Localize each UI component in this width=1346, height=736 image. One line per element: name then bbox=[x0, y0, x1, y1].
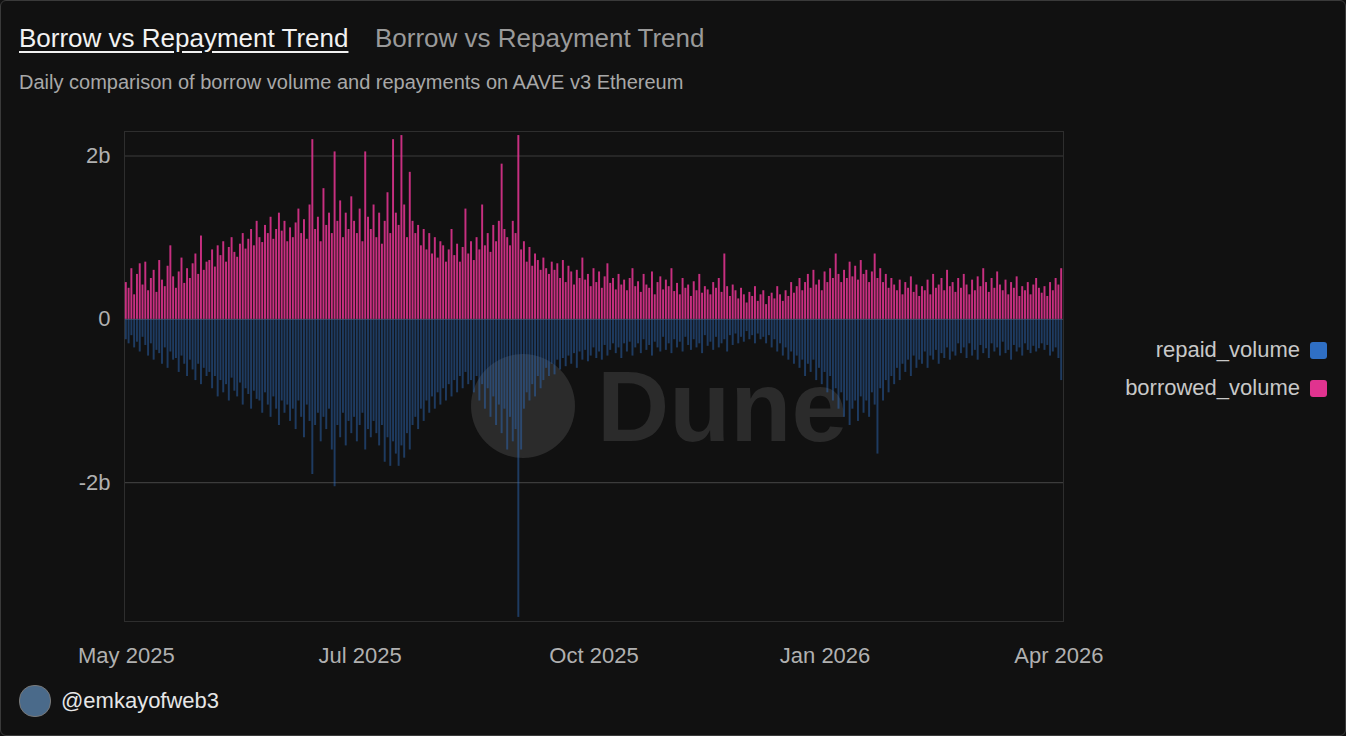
svg-text:0: 0 bbox=[98, 306, 110, 331]
html-text:repaid_volume: repaid_volume bbox=[1155, 337, 1300, 362]
svg-text:-2b: -2b bbox=[79, 470, 111, 495]
html-text:Borrow vs Repayment Trend: Borrow vs Repayment Trend bbox=[19, 23, 349, 53]
svg-text:Jan 2026: Jan 2026 bbox=[780, 643, 871, 668]
svg-text:Oct 2025: Oct 2025 bbox=[549, 643, 638, 668]
html-text:Dune: Dune bbox=[597, 349, 847, 462]
html-text:Borrow vs Repayment Trend: Borrow vs Repayment Trend bbox=[375, 23, 705, 53]
svg-text:Jul 2025: Jul 2025 bbox=[319, 643, 402, 668]
html-text:borrowed_volume: borrowed_volume bbox=[1125, 375, 1300, 400]
svg-text:Apr 2026: Apr 2026 bbox=[1014, 643, 1103, 668]
html-text:@emkayofweb3: @emkayofweb3 bbox=[61, 688, 220, 713]
svg-text:May 2025: May 2025 bbox=[78, 643, 175, 668]
svg-text:2b: 2b bbox=[86, 143, 110, 168]
html-text:Daily comparison of borrow vol: Daily comparison of borrow volume and re… bbox=[19, 71, 684, 93]
